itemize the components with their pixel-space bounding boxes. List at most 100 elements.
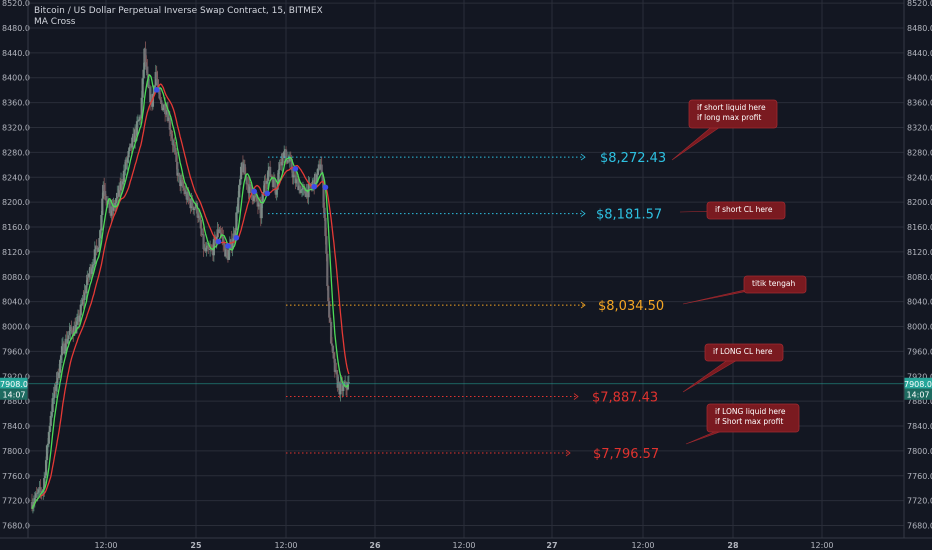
candle-body xyxy=(152,87,155,95)
x-tick-label: 12:00 xyxy=(631,541,654,550)
x-tick-label: 12:00 xyxy=(452,541,475,550)
candle-body xyxy=(231,242,234,249)
candle-body xyxy=(83,291,86,301)
candle-body xyxy=(335,370,338,375)
candle-body xyxy=(320,164,323,175)
candle-body xyxy=(75,321,79,325)
candle-body xyxy=(234,230,237,239)
candle-body xyxy=(207,245,210,249)
candle-body xyxy=(128,147,131,152)
callout-box xyxy=(706,403,800,433)
candle-body xyxy=(299,185,302,193)
y-tick-label-right: 8440.0 xyxy=(907,49,932,58)
y-tick-label-right: 8200.0 xyxy=(907,198,932,207)
y-tick-label-left: 8520.0 xyxy=(2,0,30,8)
candle-body xyxy=(110,206,113,216)
ma-cross-marker xyxy=(251,188,257,195)
candle-body xyxy=(43,478,46,490)
y-tick-label-left: 7760.0 xyxy=(2,472,30,481)
candle-body xyxy=(100,214,103,231)
y-tick-label-right: 8080.0 xyxy=(907,273,932,282)
y-tick-label-left: 8320.0 xyxy=(2,124,30,133)
candle-body xyxy=(339,382,342,395)
candle-body xyxy=(299,190,303,193)
candle-body xyxy=(59,355,63,360)
candle-body xyxy=(323,207,326,218)
candle-body xyxy=(329,317,332,322)
y-tick-label-left: 8120.0 xyxy=(2,248,30,257)
y-tick-label-left: 8040.0 xyxy=(2,298,30,307)
candle-body xyxy=(347,382,350,384)
candle-body xyxy=(321,174,324,183)
candle-body xyxy=(50,412,53,416)
level-label: $7,887.43 xyxy=(592,391,658,406)
candle-body xyxy=(108,200,111,214)
candle-body xyxy=(258,203,261,205)
candle-body xyxy=(181,181,185,188)
candle-body xyxy=(196,213,200,218)
y-tick-label-left: 8000.0 xyxy=(2,323,30,332)
ma-cross-marker xyxy=(215,238,222,245)
y-tick-label-left: 7880.0 xyxy=(2,397,30,406)
candle-body xyxy=(32,501,35,505)
candle-body xyxy=(171,138,174,145)
ma-cross-marker xyxy=(225,243,231,249)
candle-body xyxy=(328,301,331,318)
candle-body xyxy=(245,176,248,185)
candle-body xyxy=(199,219,202,229)
countdown-label: 14:07 xyxy=(2,390,25,399)
y-tick-label-left: 8440.0 xyxy=(2,49,30,58)
callout-box xyxy=(704,343,784,362)
candle-body xyxy=(66,339,69,344)
candle-body xyxy=(227,250,230,260)
level-arrow-head xyxy=(580,301,586,309)
candle-body xyxy=(253,195,256,202)
candle-body xyxy=(67,335,70,340)
candle-body xyxy=(255,195,259,202)
y-tick-label-right: 7760.0 xyxy=(907,472,932,481)
y-tick-label-left: 7680.0 xyxy=(2,522,30,531)
candle-body xyxy=(55,384,58,392)
candle-body xyxy=(187,192,190,199)
candle-body xyxy=(145,62,148,67)
y-tick-label-right: 7720.0 xyxy=(907,497,932,506)
candle-body xyxy=(326,253,329,287)
candle-body xyxy=(175,152,178,162)
candle-body xyxy=(97,247,100,253)
candle-body xyxy=(136,120,140,122)
callout-text: if short liquid here xyxy=(697,103,766,112)
candle-body xyxy=(325,236,328,254)
level-label: $7,796.57 xyxy=(593,447,659,462)
slow-ma-line xyxy=(31,83,350,510)
candle-body xyxy=(51,398,54,413)
candle-body xyxy=(74,324,78,334)
countdown-tag xyxy=(904,388,932,400)
candle-body xyxy=(103,184,106,192)
candle-body xyxy=(80,304,83,306)
last-price-tag xyxy=(0,377,28,389)
y-tick-label-right: 7880.0 xyxy=(907,397,932,406)
candle-body xyxy=(291,170,294,178)
x-tick-label: 28 xyxy=(727,541,739,550)
y-tick-label-left: 8160.0 xyxy=(2,223,30,232)
candle-body xyxy=(151,94,155,107)
candle-body xyxy=(46,443,50,446)
callout: titik tengah xyxy=(682,275,807,305)
candle-body xyxy=(95,245,98,248)
candle-body xyxy=(79,304,82,316)
candle-body xyxy=(123,169,126,171)
y-tick-label-right: 7680.0 xyxy=(907,522,932,531)
y-tick-label-right: 8480.0 xyxy=(907,24,932,33)
candle-body xyxy=(86,274,89,286)
y-tick-label-right: 7800.0 xyxy=(907,447,932,456)
candle-body xyxy=(200,228,203,235)
candle-body xyxy=(276,181,279,190)
candle-body xyxy=(68,330,71,336)
callout-text: if LONG CL here xyxy=(713,347,773,356)
callout: if LONG CL here xyxy=(682,343,784,393)
y-tick-label-right: 8160.0 xyxy=(907,223,932,232)
y-tick-label-right: 8000.0 xyxy=(907,323,932,332)
ma-cross-marker xyxy=(233,234,240,241)
